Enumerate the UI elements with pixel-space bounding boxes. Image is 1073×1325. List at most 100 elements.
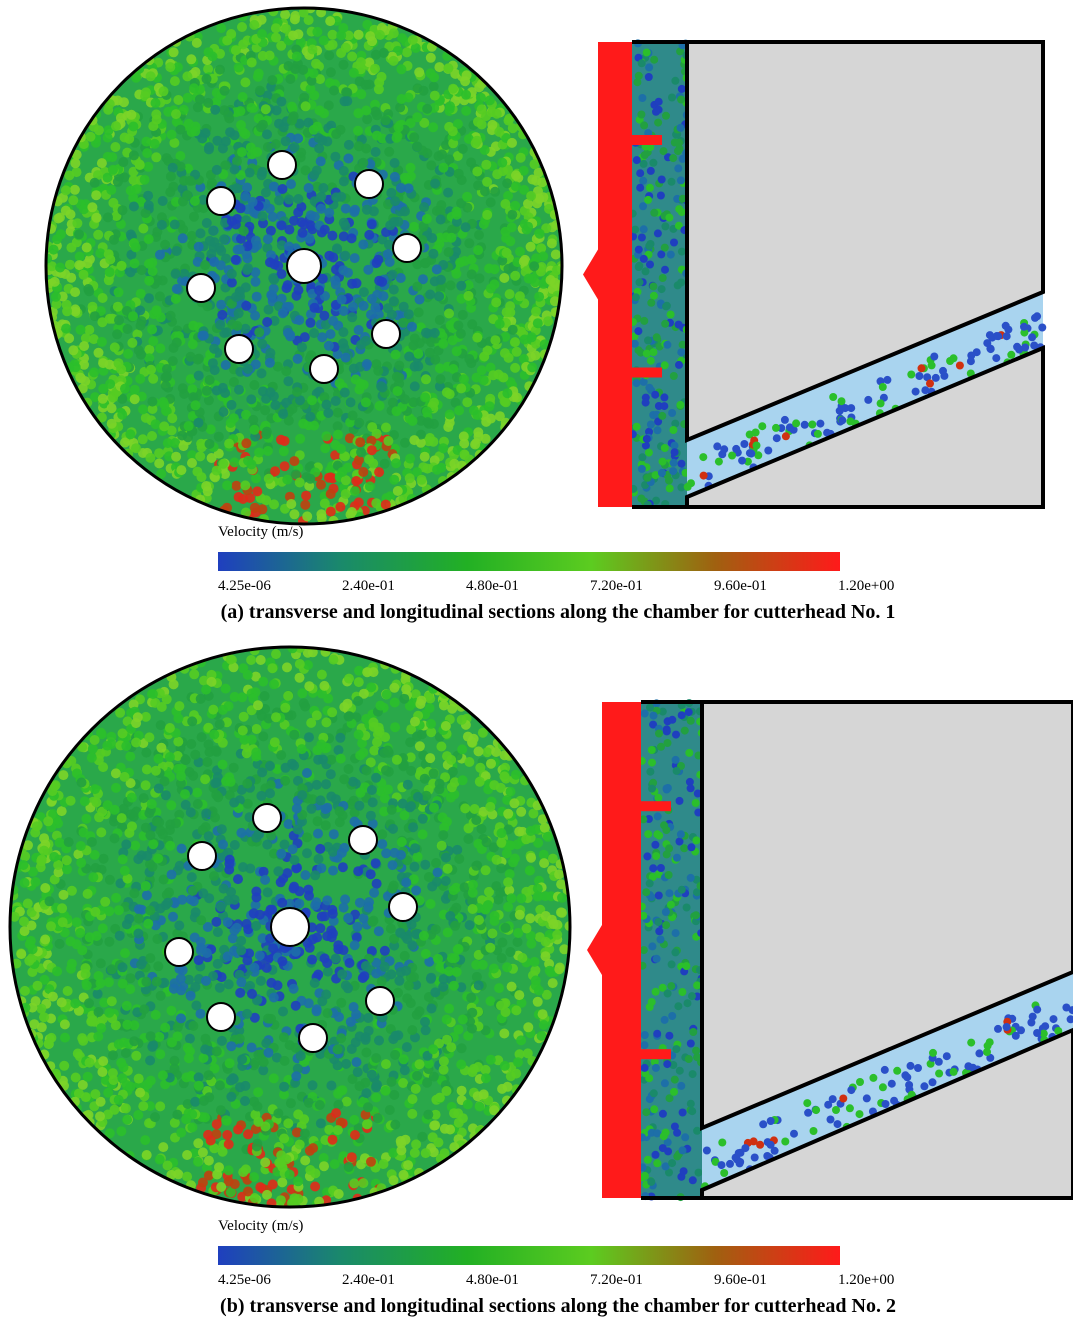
particle	[316, 156, 326, 166]
particle	[76, 325, 86, 335]
particle	[173, 95, 183, 105]
particle	[232, 183, 242, 193]
particle	[477, 365, 487, 375]
particle	[188, 339, 198, 349]
particle	[152, 305, 162, 315]
particle	[160, 240, 170, 250]
particle	[366, 811, 376, 821]
particle	[51, 292, 61, 302]
particle	[713, 442, 721, 450]
particle	[260, 405, 270, 415]
particle	[393, 988, 403, 998]
particle	[186, 807, 196, 817]
particle	[171, 109, 181, 119]
colorbar-tick-label: 4.25e-06	[218, 578, 271, 594]
particle	[283, 328, 293, 338]
particle	[358, 1178, 368, 1188]
particle	[534, 292, 544, 302]
particle	[341, 353, 351, 363]
particle	[356, 57, 366, 67]
colorbar	[218, 552, 840, 571]
particle	[535, 229, 545, 239]
particle	[97, 158, 107, 168]
particle	[249, 380, 259, 390]
particle	[318, 183, 328, 193]
particle	[438, 443, 448, 453]
particle	[328, 30, 338, 40]
particle	[302, 511, 312, 521]
particle	[185, 176, 195, 186]
particle	[456, 281, 466, 291]
particle	[110, 142, 120, 152]
particle	[643, 49, 651, 57]
particle	[646, 184, 654, 192]
particle	[129, 150, 139, 160]
particle	[246, 103, 256, 113]
particle	[134, 1074, 144, 1084]
particle	[98, 293, 108, 303]
particle	[356, 89, 366, 99]
particle	[209, 257, 219, 267]
particle	[61, 185, 71, 195]
particle	[305, 412, 315, 422]
particle	[257, 29, 267, 39]
particle	[398, 318, 408, 328]
particle	[732, 445, 740, 453]
particle	[671, 77, 679, 85]
particle	[452, 845, 462, 855]
particle	[196, 228, 206, 238]
particle	[184, 421, 194, 431]
particle	[227, 278, 237, 288]
particle	[248, 415, 258, 425]
particle	[507, 138, 517, 148]
particle	[389, 475, 399, 485]
particle	[263, 142, 273, 152]
particle	[376, 381, 386, 391]
particle	[290, 142, 300, 152]
particle	[279, 122, 289, 132]
particle	[171, 452, 181, 462]
particle	[288, 31, 298, 41]
particle	[168, 163, 178, 173]
particle	[446, 755, 456, 765]
particle	[992, 354, 1000, 362]
particle	[405, 473, 415, 483]
particle	[436, 200, 446, 210]
particle	[126, 186, 136, 196]
particle	[444, 247, 454, 257]
particle	[239, 712, 249, 722]
particle	[145, 1056, 155, 1066]
particle	[388, 824, 398, 834]
particle	[495, 319, 505, 329]
particle	[658, 176, 666, 184]
particle	[375, 30, 385, 40]
particle	[156, 720, 166, 730]
particle	[315, 844, 325, 854]
particle	[293, 207, 303, 217]
particle	[286, 1098, 296, 1108]
particle	[464, 238, 474, 248]
particle	[258, 51, 268, 61]
particle	[148, 374, 158, 384]
particle	[23, 899, 33, 909]
particle	[454, 169, 464, 179]
particle	[352, 1057, 362, 1067]
particle	[461, 106, 471, 116]
particle	[249, 1172, 259, 1182]
particle	[136, 321, 146, 331]
particle	[667, 251, 675, 259]
particle	[476, 93, 486, 103]
particle	[430, 179, 440, 189]
particle	[60, 1033, 70, 1043]
particle	[371, 1093, 381, 1103]
particle	[143, 1079, 153, 1089]
particle	[347, 312, 357, 322]
particle	[195, 451, 205, 461]
particle	[218, 459, 228, 469]
particle	[426, 973, 436, 983]
particle	[97, 337, 107, 347]
particle	[400, 438, 410, 448]
particle	[456, 383, 466, 393]
particle	[229, 763, 239, 773]
particle	[219, 884, 229, 894]
